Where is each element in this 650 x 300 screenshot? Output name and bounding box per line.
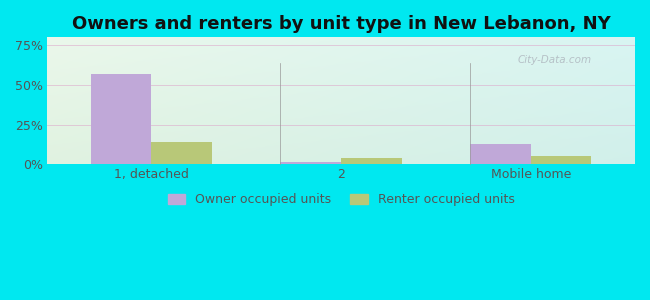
Title: Owners and renters by unit type in New Lebanon, NY: Owners and renters by unit type in New L… [72,15,610,33]
Bar [341,158,402,164]
Legend: Owner occupied units, Renter occupied units: Owner occupied units, Renter occupied un… [162,188,519,211]
Bar [470,144,530,164]
Bar [530,156,592,164]
Bar [91,74,151,164]
Text: City-Data.com: City-Data.com [517,55,592,65]
Bar [151,142,212,164]
Bar [280,162,341,164]
